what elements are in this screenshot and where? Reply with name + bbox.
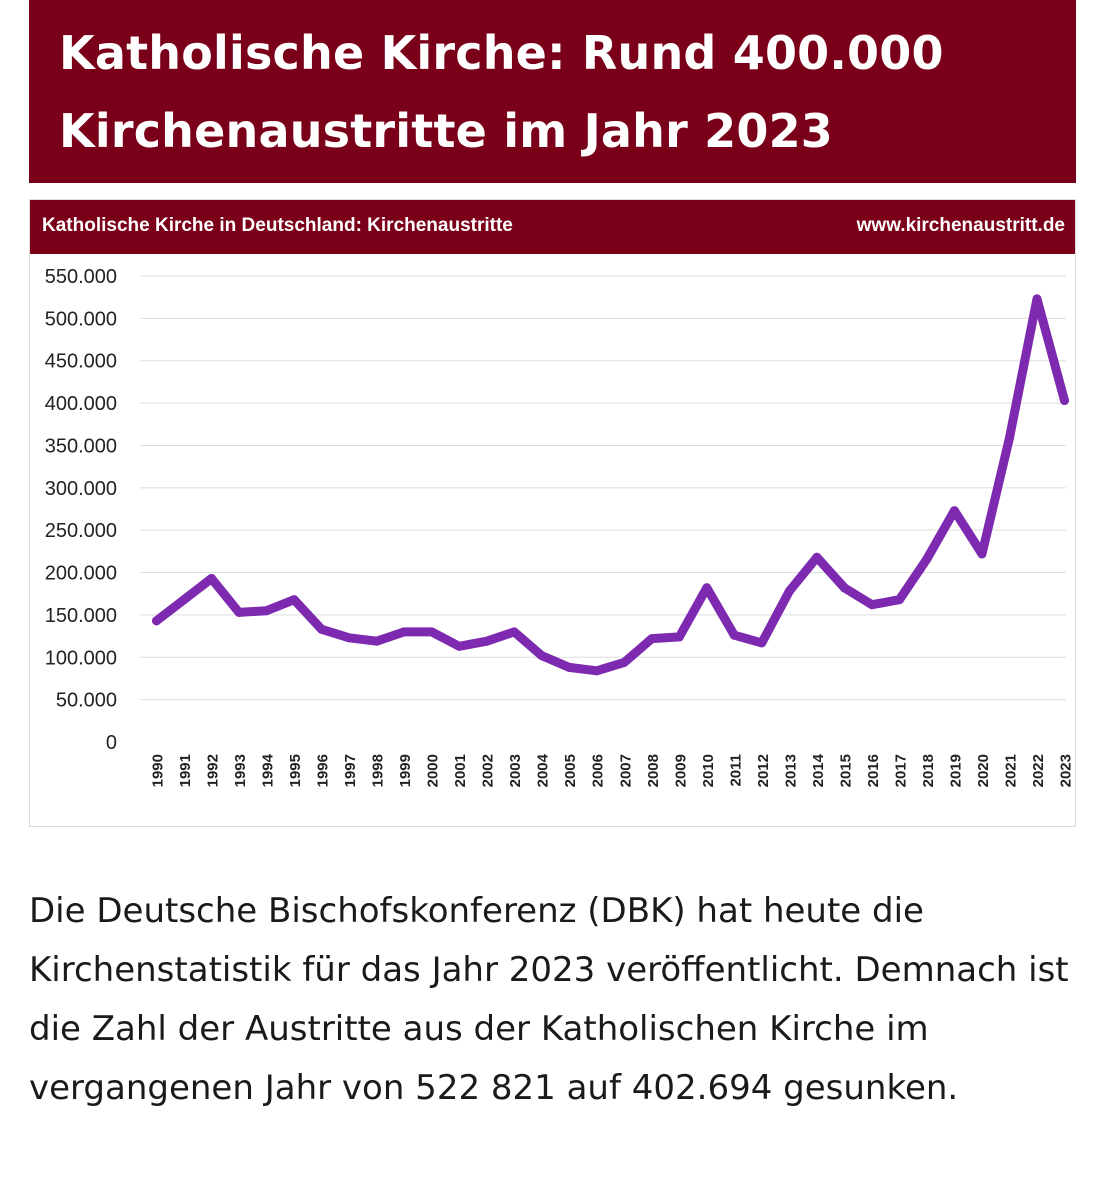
article-paragraph: Die Deutsche Bischofskonferenz (DBK) hat… [29,891,1069,1108]
data-point [482,636,492,646]
data-point [1004,433,1014,443]
data-point [152,616,161,626]
x-tick-label: 1999 [397,754,414,787]
x-tick-label: 2001 [452,754,469,787]
y-tick-label: 450.000 [45,351,117,373]
x-tick-label: 2022 [1030,754,1047,787]
data-point [757,638,767,648]
headline-line-2: Kirchenaustritte im Jahr 2023 [59,104,834,158]
line-chart: 0 50.000 100.000 150.000 200.000 250.000 300.0… [45,266,1075,787]
data-point [262,606,272,616]
data-point [702,583,712,593]
x-tick-label: 2007 [617,754,634,787]
x-tick-label: 2006 [590,754,607,787]
y-tick-label: 550.000 [45,266,117,288]
data-point [949,506,959,516]
y-tick-label: 150.000 [45,605,117,627]
data-point [399,627,409,637]
data-point [207,573,217,583]
x-tick-label: 1991 [177,754,194,787]
x-tick-label: 2020 [975,754,992,787]
data-point [564,662,574,672]
data-point [619,657,629,667]
x-tick-label: 2003 [507,754,524,787]
x-tick-label: 2008 [645,754,662,787]
y-tick-label: 0 [106,732,117,754]
y-tick-label: 200.000 [45,563,117,585]
y-tick-label: 250.000 [45,520,117,542]
x-tick-label: 2016 [865,754,882,787]
x-tick-label: 2010 [700,754,717,787]
x-tick-label: 2021 [1002,754,1019,787]
data-point [317,624,327,634]
data-point [922,554,932,564]
x-tick-label: 2004 [535,753,552,787]
series-line [152,294,1069,676]
x-tick-label: 2012 [755,754,772,787]
data-point [592,666,602,676]
data-point [812,552,822,562]
x-tick-label: 2014 [810,753,827,787]
x-tick-label: 2013 [782,754,799,787]
x-tick-label: 1995 [287,754,304,787]
x-tick-label: 2015 [837,754,854,787]
data-point [344,633,354,643]
data-point [729,630,739,640]
chart-title: Katholische Kirche in Deutschland: Kirch… [42,215,513,236]
x-tick-label: 2019 [947,754,964,787]
data-point [784,586,794,596]
data-point [234,607,244,617]
data-point [839,583,849,593]
x-tick-label: 2009 [672,754,689,787]
data-point [289,595,299,605]
y-tick-label: 400.000 [45,393,117,415]
data-point [1060,396,1069,406]
data-point [674,632,684,642]
chart-source-link[interactable]: www.kirchenaustritt.de [856,215,1065,236]
chart-header: Katholische Kirche in Deutschland: Kirch… [30,200,1075,254]
data-point [977,549,987,559]
x-tick-label: 1998 [370,754,387,787]
x-tick-label: 2005 [562,754,579,787]
x-tick-label: 2018 [920,754,937,787]
x-tick-label: 1993 [232,754,249,787]
headline-title: Katholische Kirche: Rund 400.000 Kirchen… [59,14,1046,170]
y-tick-label: 500.000 [45,308,117,330]
data-point [509,627,519,637]
y-tick-label: 350.000 [45,435,117,457]
x-tick-label: 1992 [205,754,222,787]
data-point [867,600,877,610]
x-tick-label: 1996 [315,754,332,787]
chart-card: Katholische Kirche in Deutschland: Kirch… [29,199,1076,827]
x-tick-label: 2002 [480,754,497,787]
y-tick-label: 100.000 [45,647,117,669]
data-point [1032,294,1042,304]
data-point [647,634,657,644]
data-point [372,636,382,646]
data-point [537,651,547,661]
x-tick-label: 1990 [150,754,167,787]
headline-line-1: Katholische Kirche: Rund 400.000 [59,26,944,80]
y-tick-label: 50.000 [56,690,117,712]
y-tick-label: 300.000 [45,478,117,500]
x-tick-label: 2000 [425,754,442,787]
x-tick-label: 2011 [727,754,744,787]
headline-banner: Katholische Kirche: Rund 400.000 Kirchen… [29,0,1076,183]
data-point [427,627,437,637]
x-tick-label: 2023 [1058,754,1075,787]
x-tick-label: 2017 [892,754,909,787]
data-point [179,595,189,605]
data-point [894,595,904,605]
data-point [454,641,464,651]
x-tick-label: 1994 [260,753,277,787]
x-tick-label: 1997 [342,754,359,787]
